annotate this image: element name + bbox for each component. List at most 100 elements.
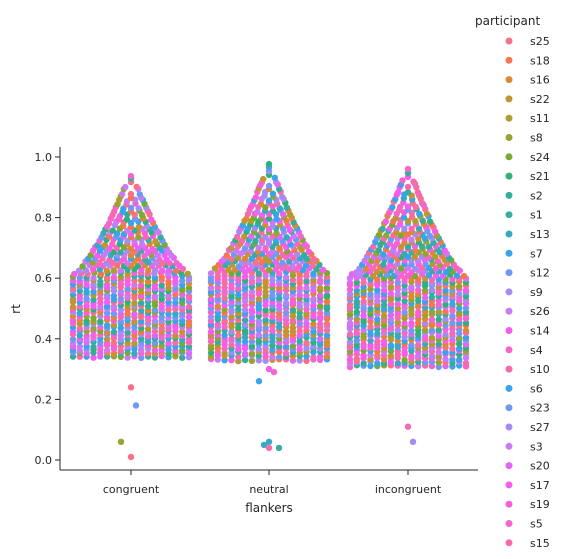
data-point	[346, 356, 354, 363]
legend: participant s25 s18 s16 s22 s11 s8 s24 s21 s2 s1 s…	[475, 14, 550, 550]
data-point	[449, 276, 456, 283]
data-point	[123, 216, 131, 223]
data-point	[303, 277, 310, 285]
data-point	[323, 284, 331, 291]
data-point	[421, 327, 429, 334]
legend-label: s14	[530, 325, 550, 338]
data-point	[296, 263, 303, 270]
data-point	[428, 294, 436, 301]
data-point	[399, 177, 406, 184]
data-point	[269, 346, 276, 354]
data-point	[296, 292, 303, 299]
data-point	[323, 303, 331, 310]
data-point	[374, 298, 381, 305]
legend-label: s18	[530, 54, 550, 67]
data-point	[303, 320, 310, 327]
legend-label: s8	[530, 132, 543, 145]
data-point	[110, 339, 118, 346]
data-point	[404, 183, 412, 191]
data-point	[124, 354, 131, 361]
data-point	[151, 339, 159, 347]
data-point	[394, 251, 401, 258]
data-point	[375, 247, 382, 254]
data-point	[225, 266, 232, 273]
data-point	[127, 190, 135, 198]
legend-marker	[505, 462, 513, 470]
data-point	[367, 362, 374, 370]
data-point	[435, 316, 442, 323]
data-point	[456, 356, 463, 363]
data-point	[289, 324, 297, 331]
data-point	[90, 274, 97, 281]
legend-title: participant	[475, 14, 540, 28]
data-point	[380, 251, 387, 258]
data-point	[370, 243, 377, 250]
legend-label: s7	[530, 247, 543, 260]
data-point	[90, 296, 97, 304]
data-points	[69, 160, 470, 461]
data-point	[122, 183, 129, 191]
data-point	[265, 438, 273, 445]
data-point	[151, 318, 159, 325]
data-point	[144, 303, 152, 310]
data-point	[76, 343, 84, 350]
data-point	[138, 307, 145, 314]
data-point	[367, 323, 374, 331]
data-point	[360, 312, 367, 319]
data-point	[289, 276, 297, 284]
data-point	[152, 238, 159, 245]
data-point	[117, 324, 125, 332]
data-point	[428, 308, 436, 316]
data-point	[228, 281, 235, 288]
data-point	[435, 359, 442, 366]
data-point	[435, 308, 442, 315]
data-point	[248, 343, 256, 350]
legend-marker	[505, 56, 513, 64]
data-point	[380, 287, 388, 294]
data-point	[241, 306, 249, 314]
legend-label: s27	[530, 421, 550, 434]
data-point	[228, 313, 235, 321]
data-point	[185, 284, 193, 292]
legend-label: s4	[530, 344, 543, 357]
data-point	[127, 453, 135, 461]
data-point	[117, 273, 125, 281]
data-point	[158, 325, 165, 332]
data-point	[262, 288, 269, 296]
legend-marker	[505, 346, 513, 354]
data-point	[127, 204, 135, 212]
data-point	[394, 326, 401, 334]
data-point	[317, 353, 324, 360]
data-point	[310, 354, 317, 361]
data-point	[254, 208, 261, 216]
data-point	[387, 290, 395, 297]
data-point	[408, 342, 415, 349]
data-point	[248, 338, 256, 345]
data-point	[323, 292, 331, 299]
data-point	[103, 281, 111, 288]
data-point	[442, 301, 449, 308]
data-point	[303, 353, 310, 360]
y-ticks: 0.0 0.2 0.4 0.6 0.8 1.0	[35, 151, 60, 467]
data-point	[462, 319, 470, 327]
data-point	[165, 292, 172, 299]
data-point	[165, 299, 172, 306]
data-point	[138, 277, 145, 284]
data-point	[255, 346, 262, 353]
data-point	[449, 301, 456, 308]
data-point	[279, 193, 286, 201]
data-point	[425, 243, 432, 250]
data-point	[401, 250, 408, 258]
data-point	[282, 328, 290, 335]
data-point	[408, 283, 415, 291]
data-point	[124, 285, 131, 293]
data-point	[374, 276, 381, 283]
data-point	[276, 270, 283, 277]
legend-marker	[505, 172, 513, 180]
data-point	[289, 262, 296, 270]
data-point	[90, 332, 97, 339]
data-point	[172, 339, 179, 346]
data-point	[110, 274, 118, 281]
data-point	[283, 204, 290, 211]
data-point	[114, 230, 121, 237]
